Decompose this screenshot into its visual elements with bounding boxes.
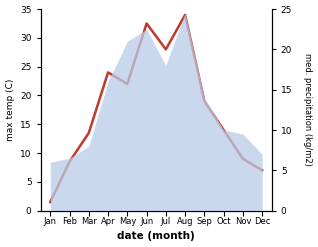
X-axis label: date (month): date (month) bbox=[117, 231, 195, 242]
Y-axis label: med. precipitation (kg/m2): med. precipitation (kg/m2) bbox=[303, 53, 313, 166]
Y-axis label: max temp (C): max temp (C) bbox=[5, 79, 15, 141]
